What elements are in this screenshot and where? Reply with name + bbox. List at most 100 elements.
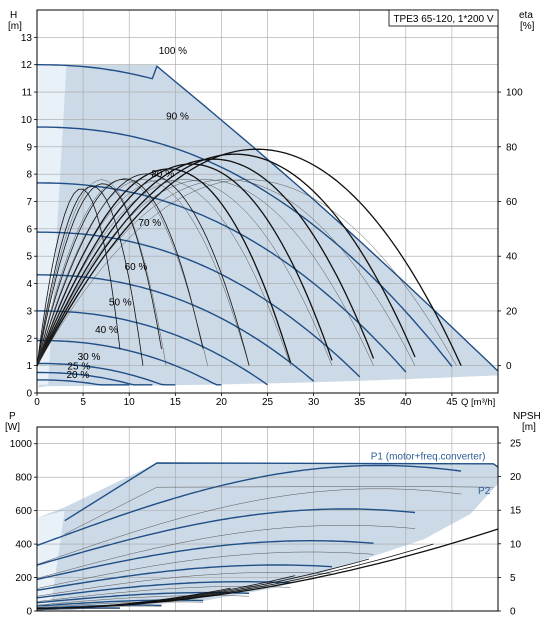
eta-tick-label: 80 [506, 142, 518, 153]
chart-title: TPE3 65-120, 1*200 V [393, 14, 493, 25]
power-chart-frame [36, 426, 499, 612]
power-curves: P1 (motor+freq.converter) P2 [36, 452, 499, 611]
y-tick-label: 9 [26, 142, 32, 153]
npsh-curve-partial [37, 587, 231, 609]
npsh-tick-label: 20 [510, 472, 522, 483]
x-tick-label: 35 [354, 397, 366, 408]
y-tick-label: 11 [22, 88, 33, 99]
eta-thin-curve [36, 179, 333, 366]
head-curve-70 [36, 231, 361, 378]
eta-curve-80 [36, 158, 375, 366]
speed-label: 30 % [78, 352, 101, 363]
speed-label: 50 % [109, 297, 132, 308]
y-tick-label: 1 [26, 361, 32, 372]
eta-thin-curve [36, 179, 208, 366]
p1-curve-80 [36, 540, 374, 581]
eta-tick-label: 40 [506, 252, 518, 263]
x-tick-label: 20 [216, 397, 228, 408]
npsh-tick-label: 0 [510, 607, 516, 618]
y-tick-label: 6 [26, 224, 32, 235]
eta-thin-curve [36, 179, 167, 366]
p2-max-envelope [64, 486, 494, 535]
p1-curve-70 [36, 564, 333, 591]
eta-thin-curve [36, 179, 291, 366]
y-tick-label: 7 [26, 197, 32, 208]
npsh-tick-label: 5 [510, 573, 516, 584]
head-axis-label-h: H [10, 10, 17, 21]
npsh-tick-label: 15 [510, 506, 522, 517]
eta-tick-label: 0 [506, 361, 512, 372]
npsh-tick-label: 10 [510, 539, 522, 550]
power-axis-label-p: P [9, 411, 16, 422]
power-axis-label-unit: [W] [5, 422, 20, 433]
p2-curve-90 [36, 525, 416, 579]
p2-curve-100 [36, 488, 462, 565]
power-legend-label: P2 [478, 486, 491, 497]
power-chart-ticks: 0 200 400 600 800 1000 0 5 10 15 20 25 [10, 439, 522, 618]
eta-tick-label: 60 [506, 197, 518, 208]
x-tick-label: 15 [170, 397, 182, 408]
y-tick-label: 2 [26, 334, 32, 345]
npsh-axis-label: NPSH [513, 411, 541, 422]
head-curve-90 [37, 126, 453, 367]
p1-max-envelope [64, 462, 499, 522]
eta-curve-40 [36, 178, 204, 366]
eta-curve-90 [36, 153, 416, 366]
title-box: TPE3 65-120, 1*200 V [388, 9, 499, 27]
p2-curve-70 [36, 572, 333, 597]
speed-label: 80 % [151, 169, 174, 180]
speed-label: 100 % [159, 46, 187, 57]
eta-thin-curve [36, 179, 250, 366]
head-axis-label-unit: [m] [8, 21, 22, 32]
p1-curve-20 [36, 607, 121, 611]
head-curve-80 [37, 182, 407, 373]
head-curves: 100 % 90 % 80 % 70 % 60 % 50 % 40 % 30 %25 %20 … [36, 46, 499, 386]
speed-label: 60 % [125, 262, 148, 273]
eta-curve-50 [36, 173, 250, 366]
eta-curve-25 [36, 185, 144, 366]
y-tick-label: 8 [26, 170, 32, 181]
x-tick-label: 30 [308, 397, 320, 408]
eta-thin-curve [36, 179, 416, 366]
p2-curve-80 [36, 551, 374, 589]
speed-label: 25 % [67, 362, 90, 373]
head-chart-panel: 100 % 90 % 80 % 70 % 60 % 50 % 40 % 30 %25 %20 … [8, 9, 535, 408]
head-curve-50 [37, 310, 268, 386]
npsh-tick-label: 25 [510, 439, 522, 450]
p-tick-label: 1000 [10, 439, 33, 450]
p1-curve-100 [36, 464, 462, 547]
eta-tick-label: 100 [506, 88, 523, 99]
head-curve-20 [37, 379, 130, 386]
head-chart-ticks: 0 5 10 15 20 25 30 35 40 450123456789101112130204… [21, 33, 523, 408]
y-tick-label: 0 [26, 389, 32, 400]
y-tick-label: 12 [21, 60, 33, 71]
x-tick-label: 5 [80, 397, 86, 408]
x-tick-label: 0 [34, 397, 40, 408]
x-tick-label: 10 [124, 397, 136, 408]
x-tick-label: 45 [446, 397, 458, 408]
head-chart-grid [37, 10, 498, 393]
power-area [38, 463, 499, 607]
eta-axis-label: eta [519, 10, 533, 21]
power-chart-panel: P1 (motor+freq.converter)P2 020040060080… [5, 411, 541, 618]
y-tick-label: 3 [26, 306, 32, 317]
eta-tick-label: 20 [506, 306, 518, 317]
eta-axis-unit: [%] [520, 21, 535, 32]
head-curve-60 [37, 274, 315, 382]
speed-label: 90 % [166, 111, 189, 122]
head-curve-30 [37, 362, 176, 386]
p-tick-label: 0 [26, 607, 32, 618]
p-tick-label: 800 [15, 473, 32, 484]
head-curve-100 [37, 64, 499, 372]
x-tick-label: 40 [400, 397, 412, 408]
eta-thin-curve [36, 179, 374, 366]
p1-curve-90 [36, 508, 416, 566]
speed-label: 70 % [138, 218, 161, 229]
y-tick-label: 5 [26, 252, 32, 263]
p2-curve-40 [36, 601, 204, 608]
p2-curve-60 [36, 586, 291, 602]
eta-curve-30 [36, 183, 162, 366]
eta-thin-curve [36, 179, 457, 366]
p-tick-label: 400 [15, 540, 32, 551]
